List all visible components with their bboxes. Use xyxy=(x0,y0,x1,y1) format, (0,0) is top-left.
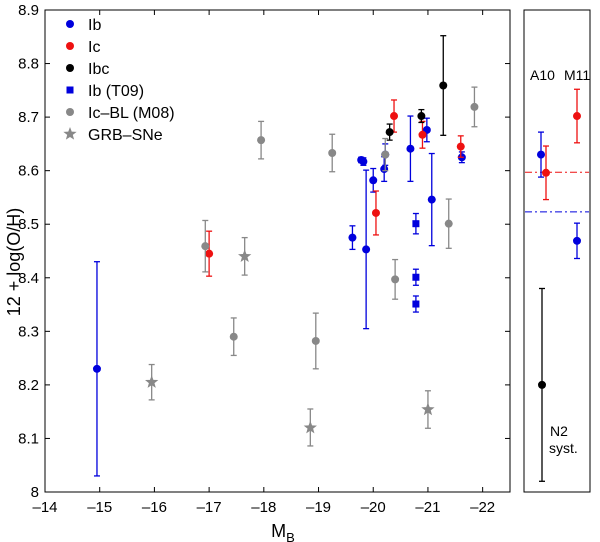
data-point xyxy=(412,273,420,281)
data-point xyxy=(380,165,389,174)
x-tick-label: –21 xyxy=(415,499,440,516)
side-label-a10: A10 xyxy=(530,67,555,83)
y-tick-label: 8.2 xyxy=(18,377,39,394)
legend-label: Ic–BL (M08) xyxy=(88,105,175,122)
y-tick-label: 8.3 xyxy=(18,323,39,340)
y-axis-label: 12 + log(O/H) xyxy=(4,208,24,317)
side-plot-frame xyxy=(523,9,591,493)
main-scatter-plot: –14 –15 –16 –17 –18 –19 –20 –21 –22 8 8.1 8.2 8.3 8.4… xyxy=(18,2,511,516)
x-tick-label: –18 xyxy=(251,499,276,516)
x-tick-label: –20 xyxy=(361,499,386,516)
side-data-point xyxy=(573,112,581,121)
x-tick-label: –14 xyxy=(32,499,57,516)
series-2 xyxy=(385,35,448,141)
legend-label: GRB–SNe xyxy=(88,127,163,144)
data-point xyxy=(456,142,465,151)
legend-marker xyxy=(66,86,74,94)
data-point xyxy=(427,195,436,204)
side-data-point xyxy=(542,168,550,177)
x-tick-label: –17 xyxy=(197,499,222,516)
x-tick-label: –15 xyxy=(87,499,112,516)
x-tick-label: –16 xyxy=(142,499,167,516)
side-label-syst: syst. xyxy=(549,440,578,456)
y-tick-label: 8.5 xyxy=(18,216,39,233)
data-point xyxy=(145,375,159,388)
data-point xyxy=(303,420,317,434)
y-tick-label: 8.8 xyxy=(18,56,39,73)
side-label-n2: N2 xyxy=(550,423,568,439)
y-tick-label: 8.1 xyxy=(18,430,39,447)
data-point xyxy=(311,336,320,345)
y-tick-label: 8.4 xyxy=(18,270,39,287)
data-point xyxy=(348,233,357,242)
side-label-m11: M11 xyxy=(564,67,590,83)
data-point xyxy=(201,242,210,251)
y-tick-label: 8 xyxy=(31,484,39,501)
legend-marker xyxy=(66,42,74,50)
data-point xyxy=(406,144,415,153)
y-tick-label: 8.6 xyxy=(18,163,39,180)
data-point xyxy=(391,275,400,284)
side-panel-plot xyxy=(523,9,591,493)
data-point xyxy=(418,130,427,139)
data-point xyxy=(359,157,368,166)
series-3 xyxy=(412,212,420,313)
series-5 xyxy=(145,236,435,447)
series-0 xyxy=(92,115,466,477)
data-point xyxy=(238,249,252,263)
legend-label: Ib xyxy=(88,17,101,34)
data-point xyxy=(444,219,453,228)
legend-label: Ibc xyxy=(88,61,109,78)
data-point xyxy=(470,102,479,111)
side-data-point xyxy=(573,236,581,245)
data-point xyxy=(369,176,378,185)
data-point xyxy=(229,332,238,341)
x-axis-label-subscript: B xyxy=(286,530,295,542)
data-point xyxy=(421,402,435,416)
y-tick-label: 8.9 xyxy=(18,2,39,19)
data-point xyxy=(439,81,448,90)
side-data-point xyxy=(538,380,546,389)
x-tick-label: –19 xyxy=(306,499,331,516)
legend-marker xyxy=(66,64,74,72)
data-point xyxy=(362,245,371,254)
legend-marker xyxy=(66,108,74,116)
data-point xyxy=(257,136,266,145)
data-point xyxy=(390,112,399,121)
legend-marker xyxy=(66,20,74,28)
legend: Ib Ic Ibc Ib (T09) Ic–BL (M08) GRB–SNe xyxy=(63,17,175,144)
main-plot-frame xyxy=(44,9,511,493)
legend-label: Ib (T09) xyxy=(88,83,144,100)
data-point xyxy=(92,364,101,373)
series-1 xyxy=(205,99,465,277)
data-point xyxy=(385,128,394,137)
data-point xyxy=(381,150,390,159)
x-axis-label: MB xyxy=(271,521,295,542)
data-point xyxy=(205,249,214,258)
data-point xyxy=(412,220,420,228)
y-tick-label: 8.7 xyxy=(18,109,39,126)
series-4 xyxy=(201,86,479,370)
data-point xyxy=(328,148,337,157)
legend-marker xyxy=(63,127,77,140)
side-data-point xyxy=(537,150,545,159)
data-point xyxy=(371,208,380,217)
legend-label: Ic xyxy=(88,39,100,56)
data-point xyxy=(412,300,420,308)
data-point xyxy=(417,112,426,121)
x-axis-label-main: M xyxy=(271,521,286,541)
x-tick-label: –22 xyxy=(470,499,495,516)
